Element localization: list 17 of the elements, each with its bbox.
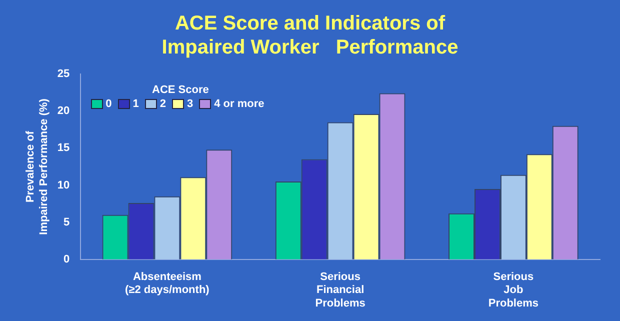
- x-tick-label: Absenteeism (≥2 days/month): [125, 271, 210, 296]
- legend-label: 1: [132, 98, 139, 110]
- legend-title: ACE Score: [151, 84, 210, 96]
- y-axis-title: Prevalence of Impaired Performance (%): [24, 98, 50, 235]
- legend-label: 2: [158, 98, 166, 110]
- legend-label: 0: [104, 98, 112, 110]
- x-tick-label: Serious Financial Problems: [315, 271, 366, 310]
- chart-title: ACE Score and Indicators of Impaired Worker Performance: [162, 12, 458, 59]
- legend-label: 3: [186, 98, 194, 110]
- y-tick-label: 0: [64, 253, 70, 266]
- y-tick-label: 15: [57, 142, 70, 154]
- y-tick-label: 10: [57, 179, 70, 192]
- y-tick-label: 20: [57, 105, 70, 118]
- x-tick-label: Serious Job Problems: [488, 271, 539, 310]
- legend-label: 4 or more: [213, 98, 264, 110]
- y-tick-label: 5: [64, 216, 70, 228]
- y-tick-label: 25: [57, 68, 70, 80]
